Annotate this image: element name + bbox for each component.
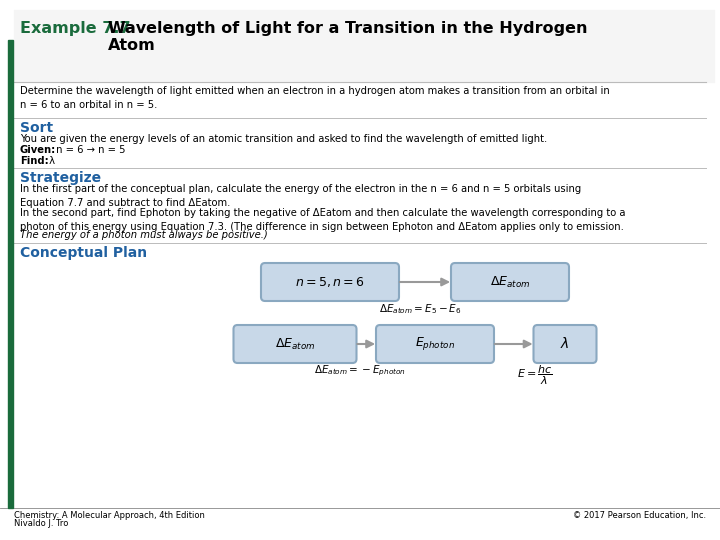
- Text: The energy of a photon must always be positive.): The energy of a photon must always be po…: [20, 230, 268, 240]
- FancyBboxPatch shape: [534, 325, 596, 363]
- Text: In the first part of the conceptual plan, calculate the energy of the electron i: In the first part of the conceptual plan…: [20, 184, 581, 208]
- FancyBboxPatch shape: [233, 325, 356, 363]
- Text: Given:: Given:: [20, 145, 56, 155]
- Text: Conceptual Plan: Conceptual Plan: [20, 246, 147, 260]
- FancyBboxPatch shape: [261, 263, 399, 301]
- FancyBboxPatch shape: [451, 263, 569, 301]
- Text: Chemistry: A Molecular Approach, 4th Edition: Chemistry: A Molecular Approach, 4th Edi…: [14, 511, 205, 520]
- Text: $E = \dfrac{hc}{\lambda}$: $E = \dfrac{hc}{\lambda}$: [517, 364, 553, 388]
- Text: $E_{photon}$: $E_{photon}$: [415, 335, 455, 353]
- Text: Atom: Atom: [108, 38, 156, 53]
- Text: λ: λ: [46, 156, 55, 166]
- Text: $\Delta E_{atom}$: $\Delta E_{atom}$: [490, 274, 530, 289]
- Text: © 2017 Pearson Education, Inc.: © 2017 Pearson Education, Inc.: [573, 511, 706, 520]
- Text: Find:: Find:: [20, 156, 49, 166]
- Text: $\Delta E_{atom}$: $\Delta E_{atom}$: [275, 336, 315, 352]
- Text: n = 6 → n = 5: n = 6 → n = 5: [53, 145, 125, 155]
- Text: You are given the energy levels of an atomic transition and asked to find the wa: You are given the energy levels of an at…: [20, 134, 547, 144]
- FancyBboxPatch shape: [376, 325, 494, 363]
- Text: $\Delta E_{atom} = E_5 - E_6$: $\Delta E_{atom} = E_5 - E_6$: [379, 302, 462, 316]
- Text: Example 7.7: Example 7.7: [20, 21, 130, 36]
- Text: Wavelength of Light for a Transition in the Hydrogen: Wavelength of Light for a Transition in …: [108, 21, 588, 36]
- Bar: [8, 40, 13, 508]
- Text: Determine the wavelength of light emitted when an electron in a hydrogen atom ma: Determine the wavelength of light emitte…: [20, 86, 610, 110]
- Text: $n = 5, n = 6$: $n = 5, n = 6$: [295, 275, 365, 289]
- Text: In the second part, find Ephoton by taking the negative of ΔEatom and then calcu: In the second part, find Ephoton by taki…: [20, 208, 626, 232]
- Text: Strategize: Strategize: [20, 171, 101, 185]
- Text: Nivaldo J. Tro: Nivaldo J. Tro: [14, 519, 68, 528]
- Text: $\Delta E_{atom} = -E_{photon}$: $\Delta E_{atom} = -E_{photon}$: [314, 364, 406, 379]
- Text: Sort: Sort: [20, 121, 53, 135]
- Text: $\lambda$: $\lambda$: [560, 336, 570, 352]
- Bar: [14, 10, 714, 82]
